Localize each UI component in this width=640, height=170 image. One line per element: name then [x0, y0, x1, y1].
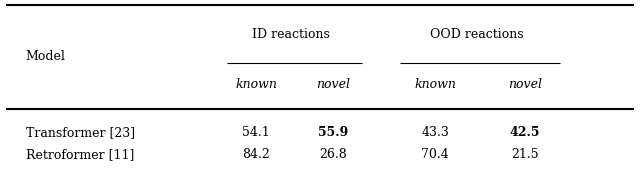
Text: known: known	[235, 79, 277, 91]
Text: known: known	[414, 79, 456, 91]
Text: Model: Model	[26, 50, 65, 63]
Text: 43.3: 43.3	[421, 126, 449, 139]
Text: 54.1: 54.1	[242, 126, 270, 139]
Text: 55.9: 55.9	[317, 126, 348, 139]
Text: 42.5: 42.5	[509, 126, 540, 139]
Text: Retroformer [11]: Retroformer [11]	[26, 148, 134, 161]
Text: novel: novel	[316, 79, 350, 91]
Text: OOD reactions: OOD reactions	[430, 28, 524, 40]
Text: novel: novel	[508, 79, 542, 91]
Text: 84.2: 84.2	[242, 148, 270, 161]
Text: 26.8: 26.8	[319, 148, 347, 161]
Text: 21.5: 21.5	[511, 148, 539, 161]
Text: 70.4: 70.4	[421, 148, 449, 161]
Text: ID reactions: ID reactions	[252, 28, 330, 40]
Text: Transformer [23]: Transformer [23]	[26, 126, 135, 139]
